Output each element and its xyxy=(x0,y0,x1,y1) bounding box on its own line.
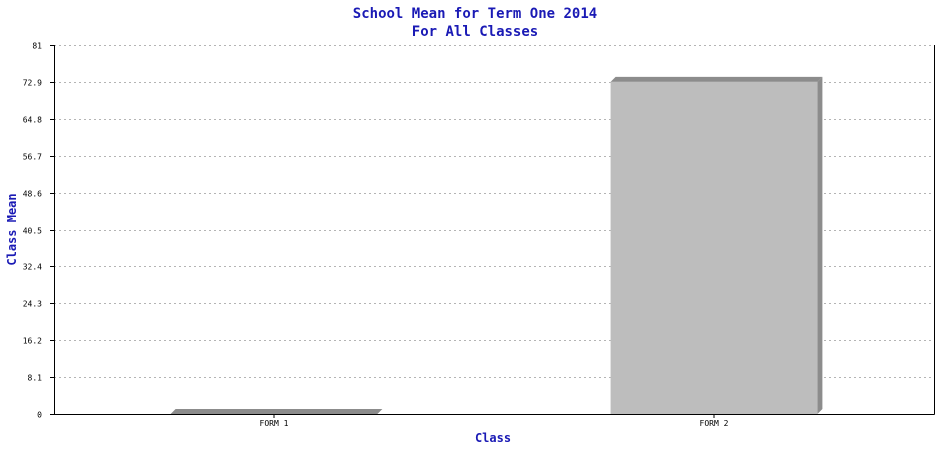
y-tick-label: 64.8 xyxy=(23,116,42,125)
axes xyxy=(54,45,935,415)
y-tick-label: 24.3 xyxy=(23,300,42,309)
y-axis-label: Class Mean xyxy=(5,193,19,265)
bar xyxy=(610,76,823,415)
y-tick-label: 56.7 xyxy=(23,153,42,162)
bars xyxy=(170,76,823,415)
y-tick-label: 40.5 xyxy=(23,227,42,236)
y-tick-label: 72.9 xyxy=(23,79,42,88)
bar-top-face xyxy=(610,76,823,82)
x-axis-label: Class xyxy=(475,431,511,445)
chart-subtitle: For All Classes xyxy=(411,24,539,40)
y-tick-label: 16.2 xyxy=(23,337,42,346)
bar xyxy=(170,409,383,414)
chart-title: School Mean for Term One 2014 xyxy=(352,6,598,22)
bar-side-face xyxy=(817,76,823,415)
y-tick-labels: 0 8.1 16.2 24.3 32.4 40.5 48.6 56.7 64.8 72.9 81 xyxy=(23,42,54,420)
y-tick-label: 8.1 xyxy=(28,374,43,383)
x-tick-labels: FORM 1 FORM 2 xyxy=(260,414,729,428)
gridlines xyxy=(54,45,934,378)
y-tick-label: 81 xyxy=(32,42,42,51)
x-tick-label: FORM 2 xyxy=(700,419,729,428)
bar-top-face xyxy=(170,409,383,414)
y-tick-label: 48.6 xyxy=(23,190,42,199)
y-tick-label: 32.4 xyxy=(23,263,42,272)
x-tick-label: FORM 1 xyxy=(260,419,289,428)
y-tick-label: 0 xyxy=(37,411,42,420)
bar-front-face xyxy=(610,81,818,415)
